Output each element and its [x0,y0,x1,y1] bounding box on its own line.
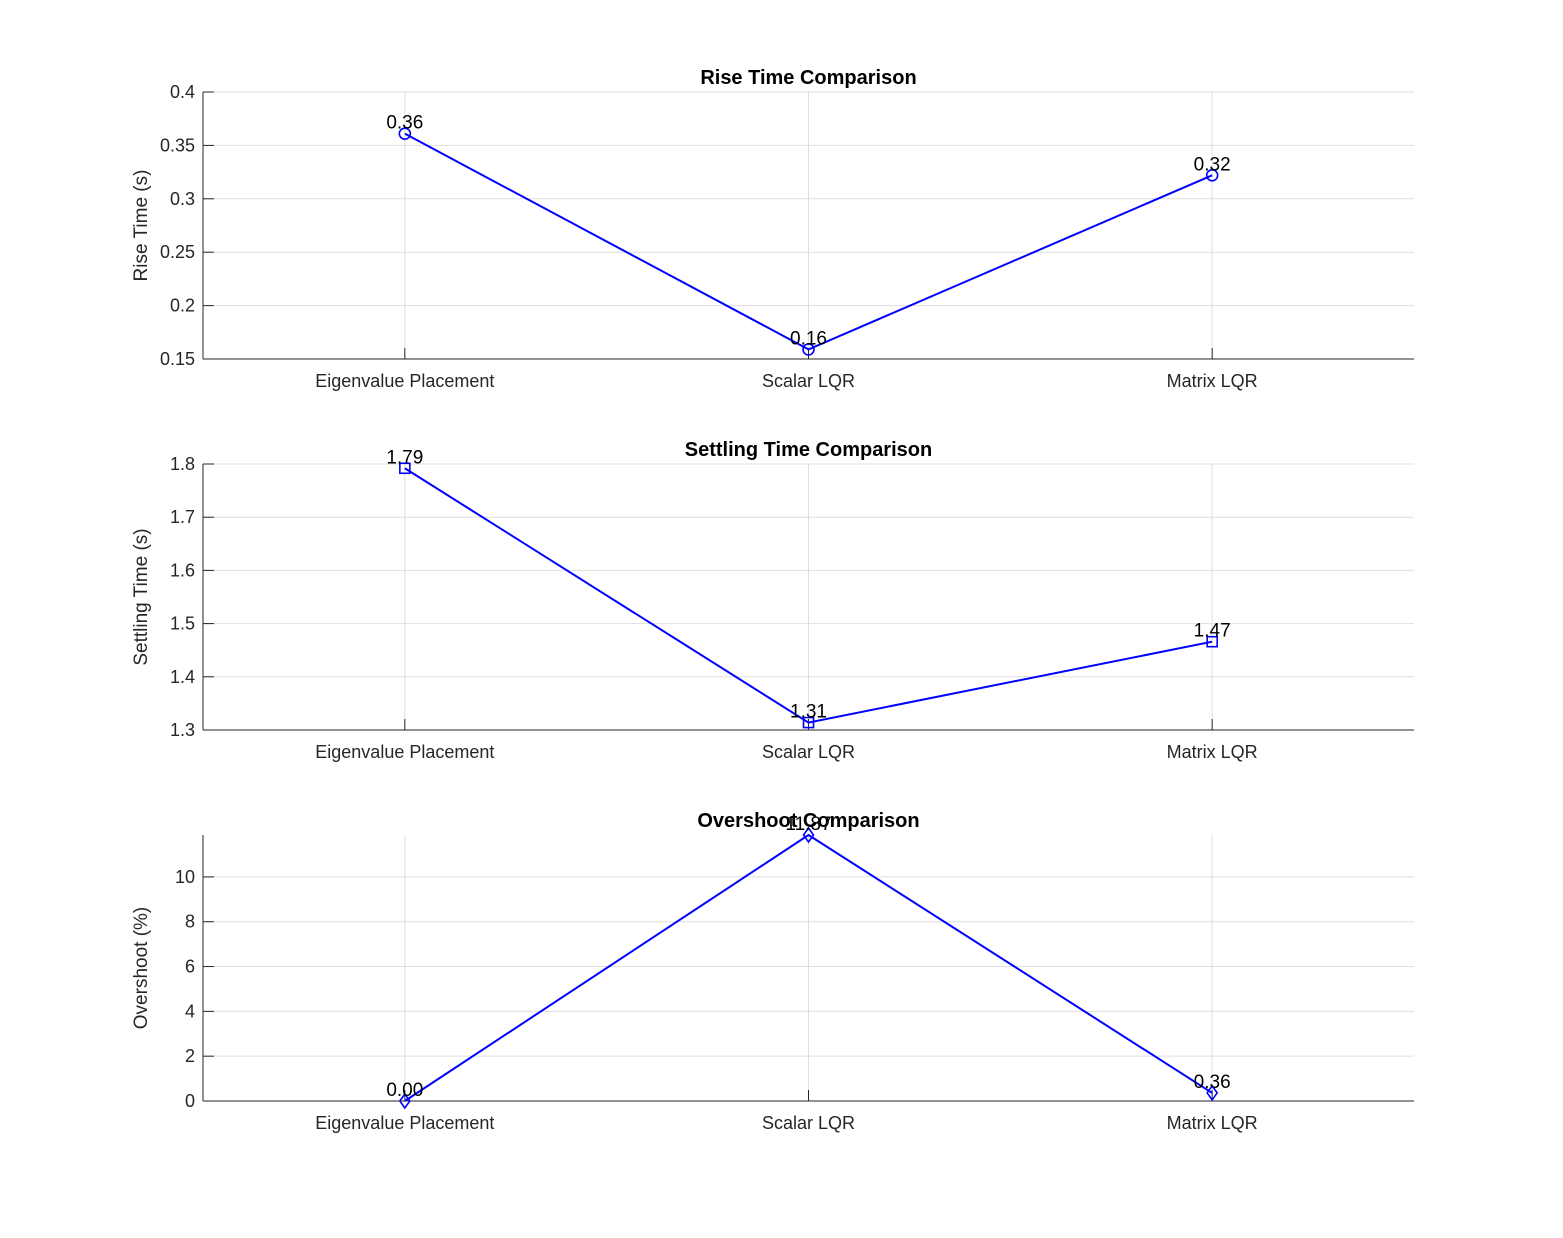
y-tick-label: 2 [185,1046,195,1066]
data-label: 0.36 [1194,1072,1231,1093]
y-tick-label: 0.15 [160,349,195,369]
data-point-marker [1206,635,1218,648]
data-label: 1.79 [386,447,423,468]
x-tick-label: Eigenvalue Placement [315,371,494,391]
y-tick-label: 1.8 [170,454,195,474]
x-tick-label: Scalar LQR [762,371,855,391]
y-axis-label: Overshoot (%) [131,907,152,1029]
y-tick-label: 1.7 [170,507,195,527]
data-label: 11.87 [785,814,831,835]
x-tick-label: Matrix LQR [1167,742,1258,762]
y-tick-label: 0.25 [160,242,195,262]
y-tick-label: 6 [185,957,195,977]
chart-panel-1: 0.15 0.2 0.25 0.3 0.35 0.4 Eigenvalue Placemen… [131,67,1414,391]
y-axis-label: Settling Time (s) [131,528,152,665]
x-tick-label: Scalar LQR [762,742,855,762]
data-label: 1.31 [790,702,827,723]
y-tick-label: 1.6 [170,560,195,580]
data-point-marker [398,1092,411,1110]
data-label: 0.00 [386,1080,423,1101]
data-label: 0.16 [790,328,827,349]
y-tick-label: 0 [185,1091,195,1111]
y-tick-label: 8 [185,912,195,932]
x-tick-label: Eigenvalue Placement [315,1113,494,1133]
y-tick-label: 0.35 [160,135,195,155]
data-point-marker [802,343,815,356]
data-point-marker [398,127,412,140]
data-label: 0.36 [386,113,423,134]
y-tick-label: 1.4 [170,667,195,687]
y-tick-label: 4 [185,1001,195,1021]
x-tick-label: Scalar LQR [762,1113,855,1133]
data-point-marker [1206,1084,1219,1102]
series-line [404,132,1213,351]
chart-panel-3: 0 2 4 6 8 10 Eigenvalue Placement Scalar LQR Mat… [131,810,1414,1133]
chart-title: Overshoot Comparison [697,810,919,832]
y-tick-label: 0.3 [170,189,195,209]
series-line [404,467,1213,724]
x-tick-label: Matrix LQR [1167,1113,1258,1133]
y-tick-label: 0.2 [170,296,195,316]
y-axis-label: Rise Time (s) [131,170,152,282]
data-label: 1.47 [1194,621,1231,642]
y-tick-label: 1.5 [170,614,195,634]
data-point-marker [802,716,815,729]
data-point-marker [802,826,815,844]
chart-title: Rise Time Comparison [700,67,916,89]
series-line [404,833,1213,1102]
data-point-marker [399,462,411,475]
chart-panel-2: 1.3 1.4 1.5 1.6 1.7 1.8 Eigenvalue Placement Sc… [131,439,1414,762]
data-point-marker [1205,169,1219,182]
y-tick-label: 0.4 [170,82,195,102]
x-tick-label: Matrix LQR [1167,371,1258,391]
data-label: 0.32 [1194,154,1231,175]
chart-title: Settling Time Comparison [685,439,932,461]
x-tick-label: Eigenvalue Placement [315,742,494,762]
y-tick-label: 1.3 [170,720,195,740]
y-tick-label: 10 [175,867,195,887]
